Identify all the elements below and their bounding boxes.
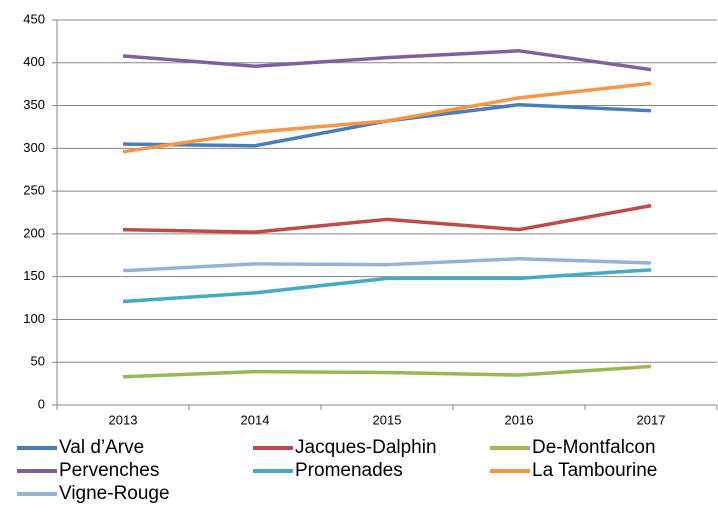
- legend-text: La Tambourine: [532, 460, 657, 481]
- y-tick-label: 400: [23, 54, 45, 69]
- y-tick-label: 50: [31, 354, 45, 369]
- x-tick-label: 2015: [373, 412, 402, 427]
- legend-text: Jacques-Dalphin: [295, 437, 437, 458]
- y-tick-label: 250: [23, 183, 45, 198]
- series-line: [122, 81, 652, 154]
- series-line: [122, 203, 652, 234]
- legend-text: Pervenches: [59, 460, 159, 481]
- y-tick-label: 150: [23, 268, 45, 283]
- y-tick-label: 350: [23, 97, 45, 112]
- y-tick-label: 200: [23, 225, 45, 240]
- y-tick-label: 450: [23, 11, 45, 26]
- series-line: [122, 364, 652, 379]
- series-line: [122, 256, 652, 273]
- y-tick-label: 100: [23, 311, 45, 326]
- x-tick-label: 2016: [505, 412, 534, 427]
- legend-text: De-Montfalcon: [532, 437, 656, 458]
- legend-text: Vigne-Rouge: [59, 483, 170, 504]
- legend-text: Val d’Arve: [59, 437, 144, 458]
- series-line: [122, 268, 652, 304]
- x-tick-label: 2013: [109, 412, 138, 427]
- x-tick-label: 2014: [241, 412, 270, 427]
- legend-text: Promenades: [295, 460, 403, 481]
- series-line: [122, 49, 652, 72]
- y-tick-label: 0: [38, 396, 45, 411]
- x-tick-label: 2017: [637, 412, 666, 427]
- y-tick-label: 300: [23, 140, 45, 155]
